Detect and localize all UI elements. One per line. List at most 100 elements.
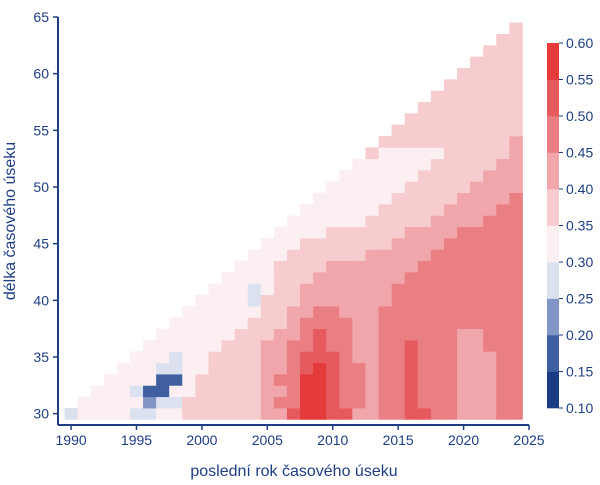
heatmap-cell	[352, 328, 366, 341]
heatmap-cell	[300, 408, 314, 420]
heatmap-cell	[339, 351, 353, 364]
heatmap-cell	[378, 192, 393, 205]
heatmap-cell	[470, 79, 484, 92]
y-axis-label: délka časového úseku	[2, 142, 19, 300]
heatmap-cell	[339, 385, 353, 398]
heatmap-cell	[457, 385, 471, 398]
heatmap-cell	[470, 260, 484, 273]
heatmap-cell	[509, 294, 523, 307]
heatmap-cell	[247, 385, 262, 398]
heatmap-cell	[430, 294, 445, 307]
colorbar-segment	[547, 335, 559, 372]
heatmap-cell	[470, 238, 484, 250]
y-tick-label: 40	[33, 292, 49, 308]
heatmap-cell	[208, 362, 222, 375]
heatmap-cell	[483, 396, 497, 409]
heatmap-cell	[313, 328, 327, 341]
heatmap-cell	[443, 238, 458, 250]
heatmap-cell	[300, 385, 314, 398]
heatmap-cell	[195, 294, 209, 307]
heatmap-cell	[169, 362, 183, 375]
heatmap-cell	[247, 317, 262, 330]
heatmap-cell	[313, 408, 327, 420]
heatmap-cell	[483, 90, 497, 103]
heatmap-cell	[182, 340, 196, 352]
heatmap-cell	[326, 362, 340, 375]
heatmap-cell	[300, 374, 314, 386]
heatmap-cell	[496, 283, 510, 296]
heatmap-cell	[234, 283, 249, 296]
heatmap-cell	[182, 408, 196, 420]
heatmap-cell	[509, 226, 523, 239]
heatmap-cell	[365, 283, 379, 296]
heatmap-cell	[195, 328, 209, 341]
heatmap-cell	[443, 90, 458, 103]
heatmap-cell	[483, 317, 497, 330]
heatmap-cell	[443, 294, 458, 307]
heatmap-cell	[417, 147, 432, 160]
x-tick-label: 2000	[186, 432, 217, 448]
heatmap-cell	[443, 147, 458, 160]
heatmap-cell	[378, 249, 393, 262]
heatmap-cell	[417, 272, 432, 284]
heatmap-cell	[352, 238, 366, 250]
heatmap-cell	[457, 340, 471, 352]
heatmap-cell	[496, 272, 510, 284]
heatmap-cell	[496, 249, 510, 262]
heatmap-cell	[195, 362, 209, 375]
heatmap-cell	[247, 408, 262, 420]
heatmap-cell	[300, 317, 314, 330]
heatmap-cell	[430, 408, 445, 420]
heatmap-cell	[365, 238, 379, 250]
heatmap-cell	[300, 272, 314, 284]
heatmap-cell	[457, 283, 471, 296]
heatmap-cell	[378, 260, 393, 273]
colorbar: 0.10 0.15 0.20 0.25 0.30 0.35 0.40 0.45 0.50 0.55…	[547, 35, 593, 416]
heatmap-cell	[208, 408, 222, 420]
heatmap-cell	[260, 249, 275, 262]
heatmap-cell	[273, 249, 288, 262]
heatmap-cell	[313, 294, 327, 307]
heatmap-cell	[64, 408, 79, 420]
heatmap-cell	[352, 317, 366, 330]
heatmap-cell	[129, 351, 144, 364]
heatmap-cell	[470, 192, 484, 205]
heatmap-cell	[365, 362, 379, 375]
heatmap-cell	[509, 374, 523, 386]
heatmap-cell	[221, 317, 236, 330]
heatmap-cell	[443, 306, 458, 318]
heatmap-cell	[470, 294, 484, 307]
heatmap-cell	[300, 226, 314, 239]
colorbar-tick-label: 0.40	[566, 181, 593, 197]
heatmap-cell	[300, 238, 314, 250]
heatmap-cell	[470, 396, 484, 409]
heatmap-cell	[483, 374, 497, 386]
heatmap-cell	[457, 68, 471, 80]
heatmap-cell	[404, 238, 419, 250]
heatmap-cell	[260, 385, 275, 398]
heatmap-cell	[195, 351, 209, 364]
heatmap-cell	[443, 226, 458, 239]
heatmap-cell	[404, 351, 419, 364]
heatmap-cell	[470, 317, 484, 330]
heatmap-cell	[417, 283, 432, 296]
heatmap-cell	[286, 272, 301, 284]
heatmap-cell	[286, 351, 301, 364]
heatmap-cell	[313, 283, 327, 296]
heatmap-cell	[457, 113, 471, 126]
heatmap-cell	[457, 351, 471, 364]
heatmap-cell	[182, 396, 196, 409]
y-tick-label: 50	[33, 179, 49, 195]
heatmap-cell	[273, 294, 288, 307]
heatmap-cell	[208, 283, 222, 296]
heatmap-cell	[509, 306, 523, 318]
heatmap-cell	[247, 260, 262, 273]
heatmap-cell	[247, 396, 262, 409]
heatmap-cell	[90, 396, 105, 409]
heatmap-cell	[430, 283, 445, 296]
heatmap-cell	[496, 192, 510, 205]
heatmap-cell	[430, 249, 445, 262]
heatmap-cell	[391, 181, 406, 194]
heatmap-cell	[391, 328, 406, 341]
heatmap-cell	[470, 215, 484, 228]
